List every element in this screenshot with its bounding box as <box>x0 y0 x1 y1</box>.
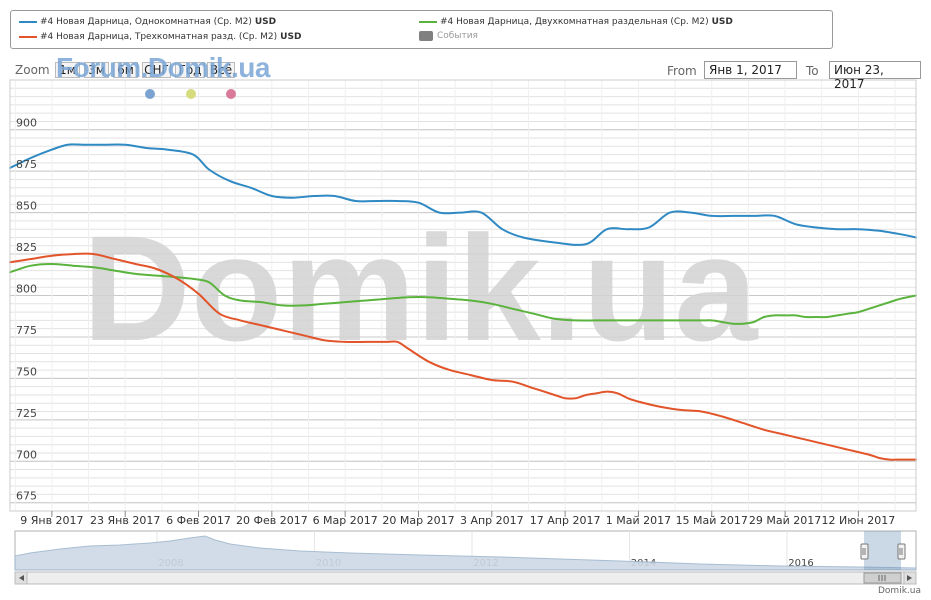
x-tick-label: 3 Апр 2017 <box>460 514 524 527</box>
legend-item-3room[interactable]: #4 Новая Дарница, Трехкомнатная разд. (С… <box>19 32 301 42</box>
navigator-overview-area <box>14 535 917 571</box>
x-tick-label: 23 Янв 2017 <box>90 514 160 527</box>
y-tick-label: 800 <box>16 283 37 296</box>
legend-item-2room[interactable]: #4 Новая Дарница, Двухкомнатная раздельн… <box>419 17 733 27</box>
x-tick-label: 9 Янв 2017 <box>20 514 83 527</box>
scroll-right-arrow-icon <box>907 575 912 581</box>
y-tick-label: 750 <box>16 365 37 378</box>
zoom-button-6m[interactable]: 6м <box>113 62 138 78</box>
legend-label-3room: #4 Новая Дарница, Трехкомнатная разд. (С… <box>40 32 278 42</box>
legend-unit-3room: USD <box>280 32 302 42</box>
x-tick-label: 1 Май 2017 <box>606 514 671 527</box>
plot-border <box>9 79 917 512</box>
x-tick-label: 6 Мар 2017 <box>313 514 378 527</box>
grid-layer <box>10 79 916 512</box>
x-tick-label: 12 Июн 2017 <box>822 514 896 527</box>
marker-dot-yellow[interactable] <box>186 89 196 99</box>
legend-label-1room: #4 Новая Дарница, Однокомнатная (Ср. M2) <box>40 17 252 27</box>
y-tick-label: 725 <box>16 407 37 420</box>
legend-label-2room: #4 Новая Дарница, Двухкомнатная раздельн… <box>440 17 709 27</box>
y-tick-label: 850 <box>16 200 37 213</box>
y-tick-label: 675 <box>16 490 37 503</box>
legend-item-events[interactable]: События <box>419 31 478 41</box>
y-tick-label: 900 <box>16 117 37 130</box>
zoom-button-1m[interactable]: 1м <box>55 62 80 78</box>
events-swatch-icon <box>419 31 433 41</box>
navigator-selected-range <box>864 531 901 570</box>
credit-text[interactable]: Domik.ua <box>878 586 921 596</box>
zoom-button-year[interactable]: Год <box>175 62 205 78</box>
series-line-2room <box>9 263 917 325</box>
series-line-1room <box>9 143 917 246</box>
series-line-3room <box>9 252 917 461</box>
scrollbar-track[interactable] <box>14 571 917 585</box>
navigator-year-label: 2016 <box>788 558 813 569</box>
x-tick-label: 15 Май 2017 <box>676 514 748 527</box>
y-tick-label: 875 <box>16 158 37 171</box>
legend-unit-1room: USD <box>254 17 277 27</box>
x-tick-label: 6 Фев 2017 <box>166 514 231 527</box>
navigator: 20082010201220142016 <box>14 530 917 585</box>
x-tick-label: 29 Май 2017 <box>749 514 821 527</box>
zoom-label: Zoom <box>15 63 50 77</box>
legend: #4 Новая Дарница, Однокомнатная (Ср. M2)… <box>10 10 833 49</box>
legend-swatch-2room <box>419 21 437 23</box>
background-watermark: Domik.ua <box>82 204 759 372</box>
range-to-input[interactable]: Июн 23, 2017 <box>829 61 921 91</box>
y-tick-label: 825 <box>16 241 37 254</box>
range-from-label: From <box>667 64 697 78</box>
legend-label-events: События <box>437 31 478 41</box>
zoom-button-3m[interactable]: 3м <box>84 62 109 78</box>
legend-swatch-3room <box>19 36 37 38</box>
series-layer <box>9 143 917 461</box>
y-tick-label: 700 <box>16 448 37 461</box>
legend-swatch-1room <box>19 21 37 23</box>
zoom-button-all[interactable]: Всё <box>207 62 235 78</box>
range-from-input[interactable]: Янв 1, 2017 <box>704 61 797 79</box>
scroll-left-arrow-icon <box>19 575 24 581</box>
marker-dot-blue[interactable] <box>145 89 155 99</box>
x-tick-label: 20 Фев 2017 <box>236 514 308 527</box>
zoom-button-ytd[interactable]: СНГ <box>142 62 171 78</box>
axis-layer: 675 700 725 750 775 800 825 850 875 900 9 Янв 2017… <box>9 79 917 527</box>
legend-unit-2room: USD <box>711 17 733 27</box>
x-tick-label: 20 Мар 2017 <box>382 514 454 527</box>
legend-item-1room[interactable]: #4 Новая Дарница, Однокомнатная (Ср. M2)… <box>19 17 276 27</box>
y-tick-label: 775 <box>16 324 37 337</box>
marker-dot-pink[interactable] <box>226 89 236 99</box>
x-tick-label: 17 Апр 2017 <box>530 514 601 527</box>
range-to-label: To <box>806 64 819 78</box>
